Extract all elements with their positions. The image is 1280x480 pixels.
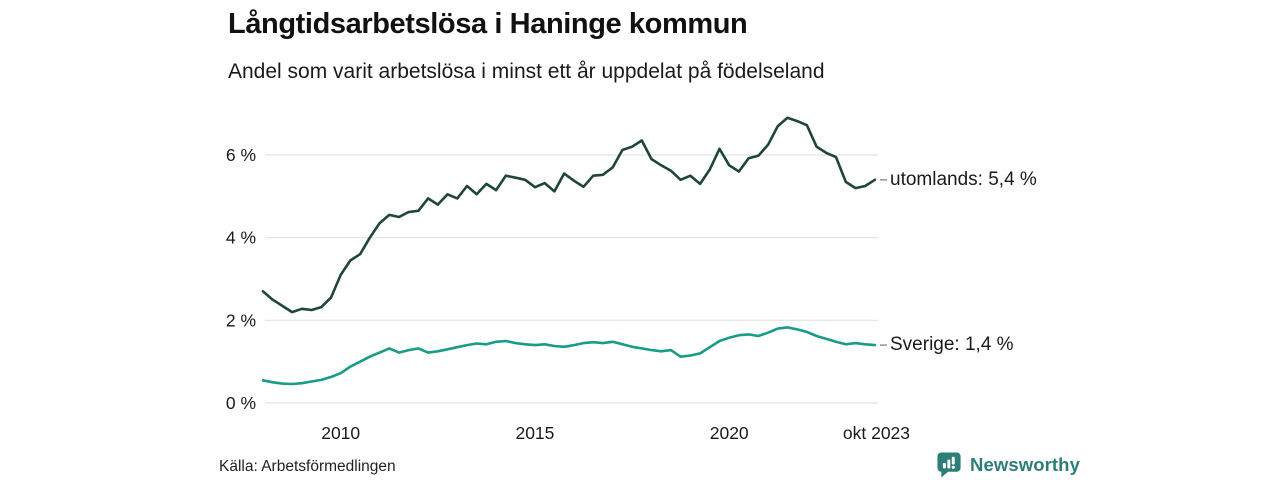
chart-subtitle: Andel som varit arbetslösa i minst ett å…: [228, 60, 825, 83]
page-title: Långtidsarbetslösa i Haninge kommun: [228, 8, 748, 40]
x-axis-label: okt 2023: [843, 423, 910, 443]
source-note: Källa: Arbetsförmedlingen: [219, 458, 396, 475]
newsworthy-wordmark: Newsworthy: [970, 453, 1080, 475]
newsworthy-logo-link[interactable]: Newsworthy: [936, 450, 1080, 479]
x-axis-label: 2020: [710, 423, 749, 443]
x-axis-label: 2015: [515, 423, 554, 443]
y-axis-label: 0 %: [226, 393, 256, 413]
series-label-utomlands: utomlands: 5,4 %: [890, 168, 1037, 190]
series-label-sverige: Sverige: 1,4 %: [890, 334, 1014, 356]
x-axis-label: 2010: [321, 423, 360, 443]
y-axis-label: 6 %: [226, 145, 256, 165]
newsworthy-icon: [936, 450, 963, 479]
y-axis-label: 4 %: [226, 228, 256, 248]
series-line-utomlands: [261, 116, 877, 314]
series-line-sverige: [261, 326, 877, 386]
y-axis-label: 2 %: [226, 310, 256, 330]
